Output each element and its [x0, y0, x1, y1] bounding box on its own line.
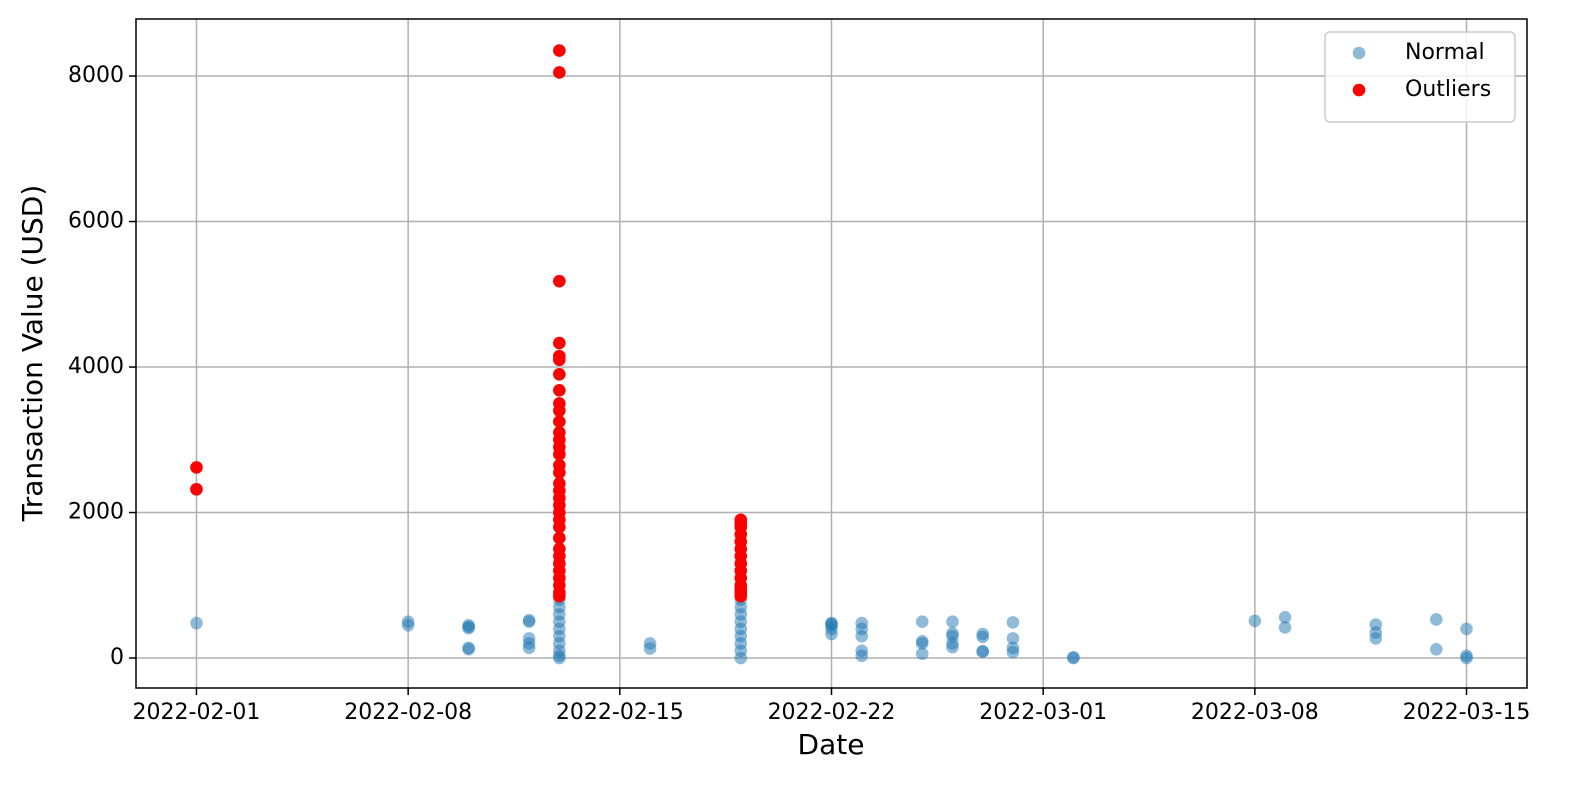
point — [946, 640, 959, 654]
y-tick-label: 6000 — [68, 209, 124, 234]
point — [734, 651, 748, 665]
point — [1429, 613, 1443, 626]
point — [915, 637, 929, 650]
x-tick-label: 2022-02-01 — [133, 700, 261, 725]
point — [915, 647, 929, 660]
x-tick-label: 2022-03-15 — [1403, 700, 1531, 725]
point — [915, 615, 929, 628]
point — [553, 589, 566, 603]
x-tick-label: 2022-03-01 — [979, 700, 1107, 725]
point — [462, 642, 475, 656]
legend-marker — [1352, 46, 1366, 60]
point — [553, 368, 566, 381]
point — [553, 384, 566, 397]
point — [553, 531, 566, 545]
y-axis-label: Transaction Value (USD) — [16, 185, 49, 523]
point — [553, 353, 566, 367]
legend-marker — [1352, 83, 1366, 97]
point — [1460, 622, 1473, 636]
x-tick-label: 2022-02-08 — [344, 700, 472, 725]
point — [553, 651, 566, 665]
point — [1067, 651, 1080, 665]
point — [462, 621, 475, 635]
x-tick-label: 2022-02-22 — [768, 700, 896, 725]
point — [643, 642, 657, 655]
point — [190, 482, 203, 496]
point — [1006, 616, 1020, 629]
point — [522, 615, 536, 628]
point — [1006, 632, 1020, 645]
legend-label: Normal — [1405, 40, 1485, 65]
point — [1460, 651, 1473, 665]
point — [1006, 645, 1020, 659]
y-tick-label: 4000 — [68, 354, 124, 379]
point — [190, 616, 203, 630]
x-axis-label: Date — [798, 728, 865, 761]
point — [553, 336, 566, 350]
point — [1248, 614, 1262, 628]
y-tick-label: 8000 — [68, 63, 124, 88]
x-tick-label: 2022-02-15 — [556, 700, 684, 725]
point — [1429, 642, 1443, 656]
point — [553, 44, 566, 57]
x-tick-label: 2022-03-08 — [1191, 700, 1319, 725]
point — [190, 461, 203, 474]
y-tick-label: 0 — [110, 645, 124, 670]
point — [553, 404, 566, 417]
point — [522, 641, 536, 655]
y-tick-label: 2000 — [68, 500, 124, 525]
plot-frame — [135, 18, 1528, 689]
point — [825, 618, 838, 632]
point — [553, 66, 566, 79]
legend-label: Outliers — [1405, 77, 1491, 102]
point — [553, 520, 566, 534]
legend: Normal Outliers — [1324, 31, 1516, 123]
legend-box — [1324, 31, 1516, 123]
point — [1278, 621, 1292, 634]
point — [734, 589, 748, 603]
point — [553, 415, 566, 428]
point — [1278, 610, 1292, 624]
point — [855, 629, 869, 643]
point — [946, 615, 959, 628]
point — [553, 274, 566, 288]
point — [855, 649, 869, 663]
point — [553, 448, 566, 461]
point — [553, 466, 566, 479]
point — [976, 645, 989, 658]
point — [976, 630, 989, 644]
point — [401, 618, 415, 632]
point — [1369, 632, 1383, 645]
